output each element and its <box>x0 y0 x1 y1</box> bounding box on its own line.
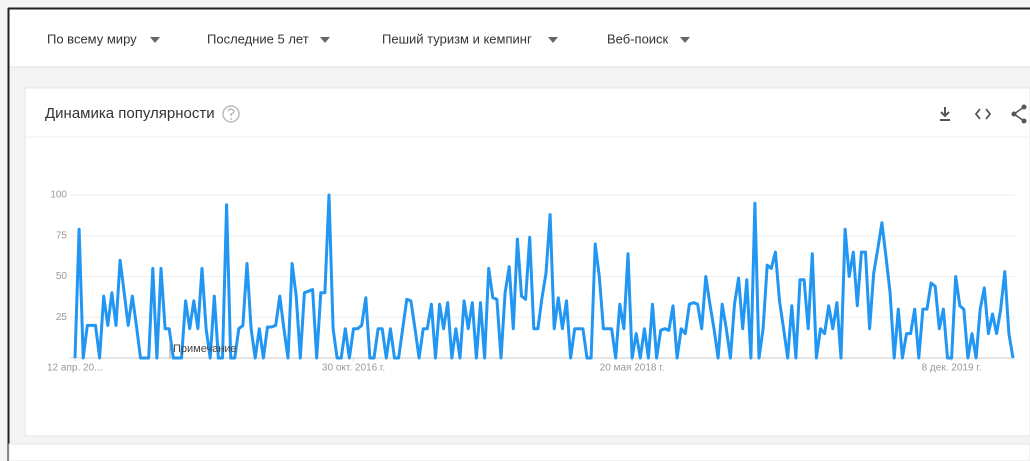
card-title: Динамика популярности <box>45 105 215 122</box>
download-icon[interactable] <box>940 107 950 121</box>
y-tick-label: 75 <box>56 230 68 241</box>
y-tick-label: 50 <box>56 271 68 282</box>
filters: По всему миру Последние 5 лет Пеший тури… <box>47 31 690 46</box>
trend-line <box>73 193 1015 360</box>
plot: 25 50 75 100 12 апр. 20... 30 окт. 2016 г. 20 … <box>47 190 1015 374</box>
filter-search-type[interactable]: Веб-поиск <box>607 31 669 46</box>
filter-bar <box>9 9 1030 67</box>
filter-category[interactable]: Пеший туризм и кемпинг <box>382 31 532 46</box>
annotation: Примечание <box>173 343 237 355</box>
filter-period[interactable]: Последние 5 лет <box>207 31 309 46</box>
x-tick-label: 30 окт. 2016 г. <box>322 363 385 374</box>
help-icon[interactable] <box>222 105 240 123</box>
dropdown-arrow[interactable] <box>680 37 690 43</box>
dropdown-arrow[interactable] <box>548 37 558 43</box>
filter-region[interactable]: По всему миру <box>47 31 137 46</box>
x-tick-label: 20 мая 2018 г. <box>600 363 665 374</box>
x-tick-label: 8 дек. 2019 г. <box>922 363 982 374</box>
share-icon[interactable] <box>1011 104 1027 124</box>
dropdown-arrow[interactable] <box>320 37 330 43</box>
embed-icon[interactable] <box>974 108 992 120</box>
y-tick-label: 100 <box>50 190 67 201</box>
x-tick-label: 12 апр. 20... <box>47 363 102 374</box>
y-tick-label: 25 <box>56 312 68 323</box>
dropdown-arrow[interactable] <box>150 37 160 43</box>
next-card <box>8 443 1030 461</box>
